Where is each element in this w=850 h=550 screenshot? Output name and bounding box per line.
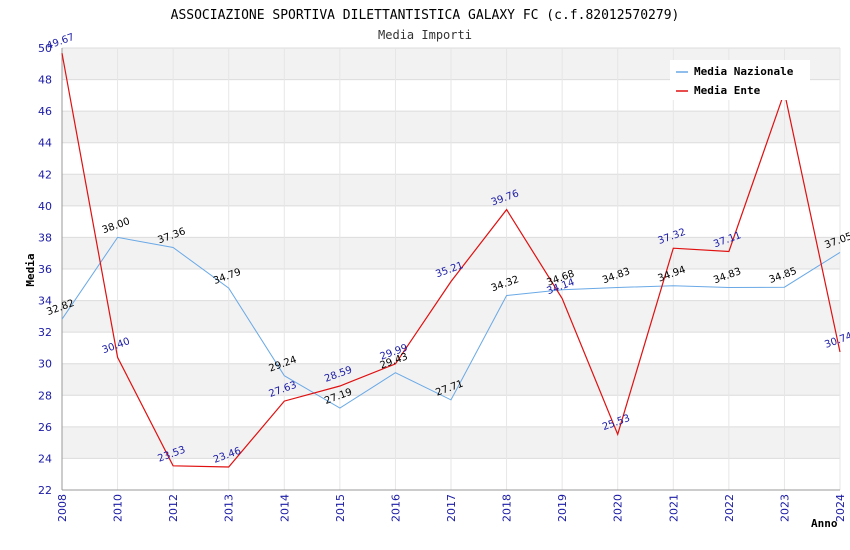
- chart-title: ASSOCIAZIONE SPORTIVA DILETTANTISTICA GA…: [171, 8, 680, 23]
- x-tick-label: 2024: [834, 494, 847, 522]
- x-tick-label: 2014: [278, 494, 291, 522]
- y-tick-label: 34: [38, 295, 52, 308]
- legend: Media Nazionale Media Ente: [670, 60, 810, 100]
- y-tick-label: 40: [38, 200, 52, 213]
- data-label-nazionale: 34.79: [212, 267, 243, 287]
- x-tick-label: 2023: [778, 494, 791, 522]
- data-label-ente: 30.40: [101, 336, 132, 356]
- y-tick-label: 36: [38, 263, 52, 276]
- legend-box: [670, 60, 810, 100]
- y-tick-label: 28: [38, 389, 52, 402]
- x-tick-labels: 2008 2010 2012 2013 2014 2015 2016 2017 2018 2019…: [56, 494, 847, 522]
- y-axis-label: Media: [24, 253, 37, 286]
- data-label-nazionale: 34.32: [490, 274, 521, 294]
- x-tick-label: 2020: [612, 494, 625, 522]
- x-tick-label: 2008: [56, 494, 69, 522]
- y-tick-label: 44: [38, 137, 52, 150]
- y-tick-label: 48: [38, 74, 52, 87]
- legend-label-nazionale: Media Nazionale: [694, 65, 794, 78]
- x-tick-label: 2015: [334, 494, 347, 522]
- series-line-nazionale: [61, 236, 841, 409]
- y-tick-label: 26: [38, 421, 52, 434]
- y-tick-label: 42: [38, 168, 52, 181]
- x-tick-label: 2018: [501, 494, 514, 522]
- x-tick-label: 2022: [723, 494, 736, 522]
- x-tick-label: 2013: [223, 494, 236, 522]
- series-line-ente: [61, 53, 841, 468]
- y-tick-labels: 22 24 26 28 30 32 34 36 38 40 42 44 46 48 50: [38, 42, 52, 497]
- x-tick-label: 2016: [389, 494, 402, 522]
- chart-subtitle: Media Importi: [378, 28, 472, 42]
- y-tick-label: 32: [38, 326, 52, 339]
- x-axis-label: Anno: [811, 517, 838, 530]
- y-tick-label: 46: [38, 105, 52, 118]
- x-tick-label: 2012: [167, 494, 180, 522]
- series-lines: [61, 53, 841, 468]
- x-tick-label: 2021: [667, 494, 680, 522]
- y-tick-label: 24: [38, 452, 52, 465]
- axes: [61, 48, 840, 491]
- y-tick-label: 22: [38, 484, 52, 497]
- legend-label-ente: Media Ente: [694, 84, 761, 97]
- y-tick-label: 38: [38, 231, 52, 244]
- data-label-nazionale: 38.00: [101, 216, 132, 236]
- y-tick-label: 50: [38, 42, 52, 55]
- x-tick-label: 2017: [445, 494, 458, 522]
- y-tick-label: 30: [38, 358, 52, 371]
- x-tick-label: 2019: [556, 494, 569, 522]
- x-tick-label: 2010: [112, 494, 125, 522]
